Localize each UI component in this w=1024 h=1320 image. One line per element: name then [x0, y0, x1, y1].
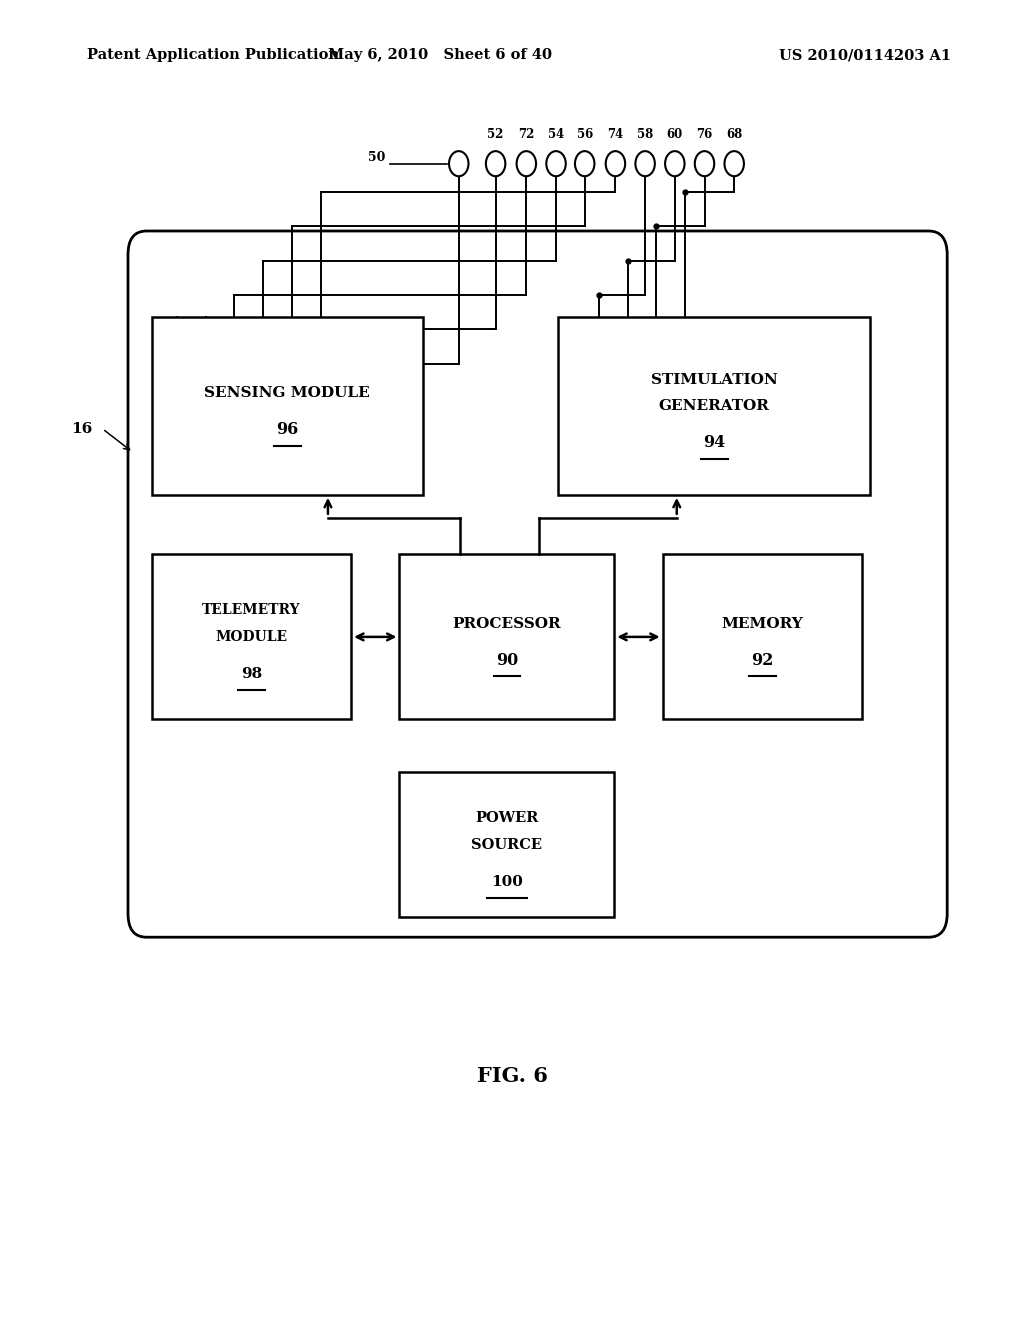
- Text: MEMORY: MEMORY: [722, 616, 803, 631]
- Text: 98: 98: [241, 667, 262, 681]
- Text: 60: 60: [667, 128, 683, 141]
- Text: 90: 90: [496, 652, 518, 669]
- Circle shape: [605, 152, 625, 177]
- Text: 52: 52: [487, 128, 504, 141]
- Text: 68: 68: [726, 128, 742, 141]
- Circle shape: [575, 152, 594, 177]
- Text: 74: 74: [607, 128, 624, 141]
- Text: GENERATOR: GENERATOR: [658, 399, 770, 413]
- Text: 100: 100: [490, 875, 523, 888]
- FancyBboxPatch shape: [399, 554, 614, 719]
- Text: US 2010/0114203 A1: US 2010/0114203 A1: [779, 49, 951, 62]
- Text: TELEMETRY: TELEMETRY: [202, 603, 301, 618]
- Text: 50: 50: [369, 150, 385, 164]
- Text: Patent Application Publication: Patent Application Publication: [87, 49, 339, 62]
- Circle shape: [725, 152, 743, 177]
- Circle shape: [485, 152, 506, 177]
- Circle shape: [547, 152, 565, 177]
- Circle shape: [666, 152, 684, 177]
- Text: 96: 96: [276, 421, 298, 438]
- FancyBboxPatch shape: [399, 772, 614, 917]
- Text: 58: 58: [637, 128, 653, 141]
- FancyBboxPatch shape: [663, 554, 862, 719]
- Text: May 6, 2010   Sheet 6 of 40: May 6, 2010 Sheet 6 of 40: [329, 49, 552, 62]
- Circle shape: [449, 152, 469, 177]
- Text: 54: 54: [548, 128, 564, 141]
- Text: 72: 72: [518, 128, 535, 141]
- Text: POWER: POWER: [475, 812, 539, 825]
- Text: 92: 92: [752, 652, 773, 669]
- Text: 94: 94: [703, 434, 725, 451]
- Text: FIG. 6: FIG. 6: [476, 1065, 548, 1086]
- Circle shape: [517, 152, 537, 177]
- FancyBboxPatch shape: [558, 317, 870, 495]
- Text: SENSING MODULE: SENSING MODULE: [205, 385, 370, 400]
- Text: SOURCE: SOURCE: [471, 838, 543, 851]
- FancyBboxPatch shape: [152, 554, 351, 719]
- Circle shape: [635, 152, 655, 177]
- Text: 16: 16: [72, 421, 93, 436]
- Circle shape: [694, 152, 714, 177]
- FancyBboxPatch shape: [128, 231, 947, 937]
- Text: STIMULATION: STIMULATION: [651, 372, 777, 387]
- Text: 56: 56: [577, 128, 593, 141]
- Text: PROCESSOR: PROCESSOR: [453, 616, 561, 631]
- Text: 76: 76: [696, 128, 713, 141]
- FancyBboxPatch shape: [152, 317, 423, 495]
- Text: MODULE: MODULE: [215, 630, 288, 644]
